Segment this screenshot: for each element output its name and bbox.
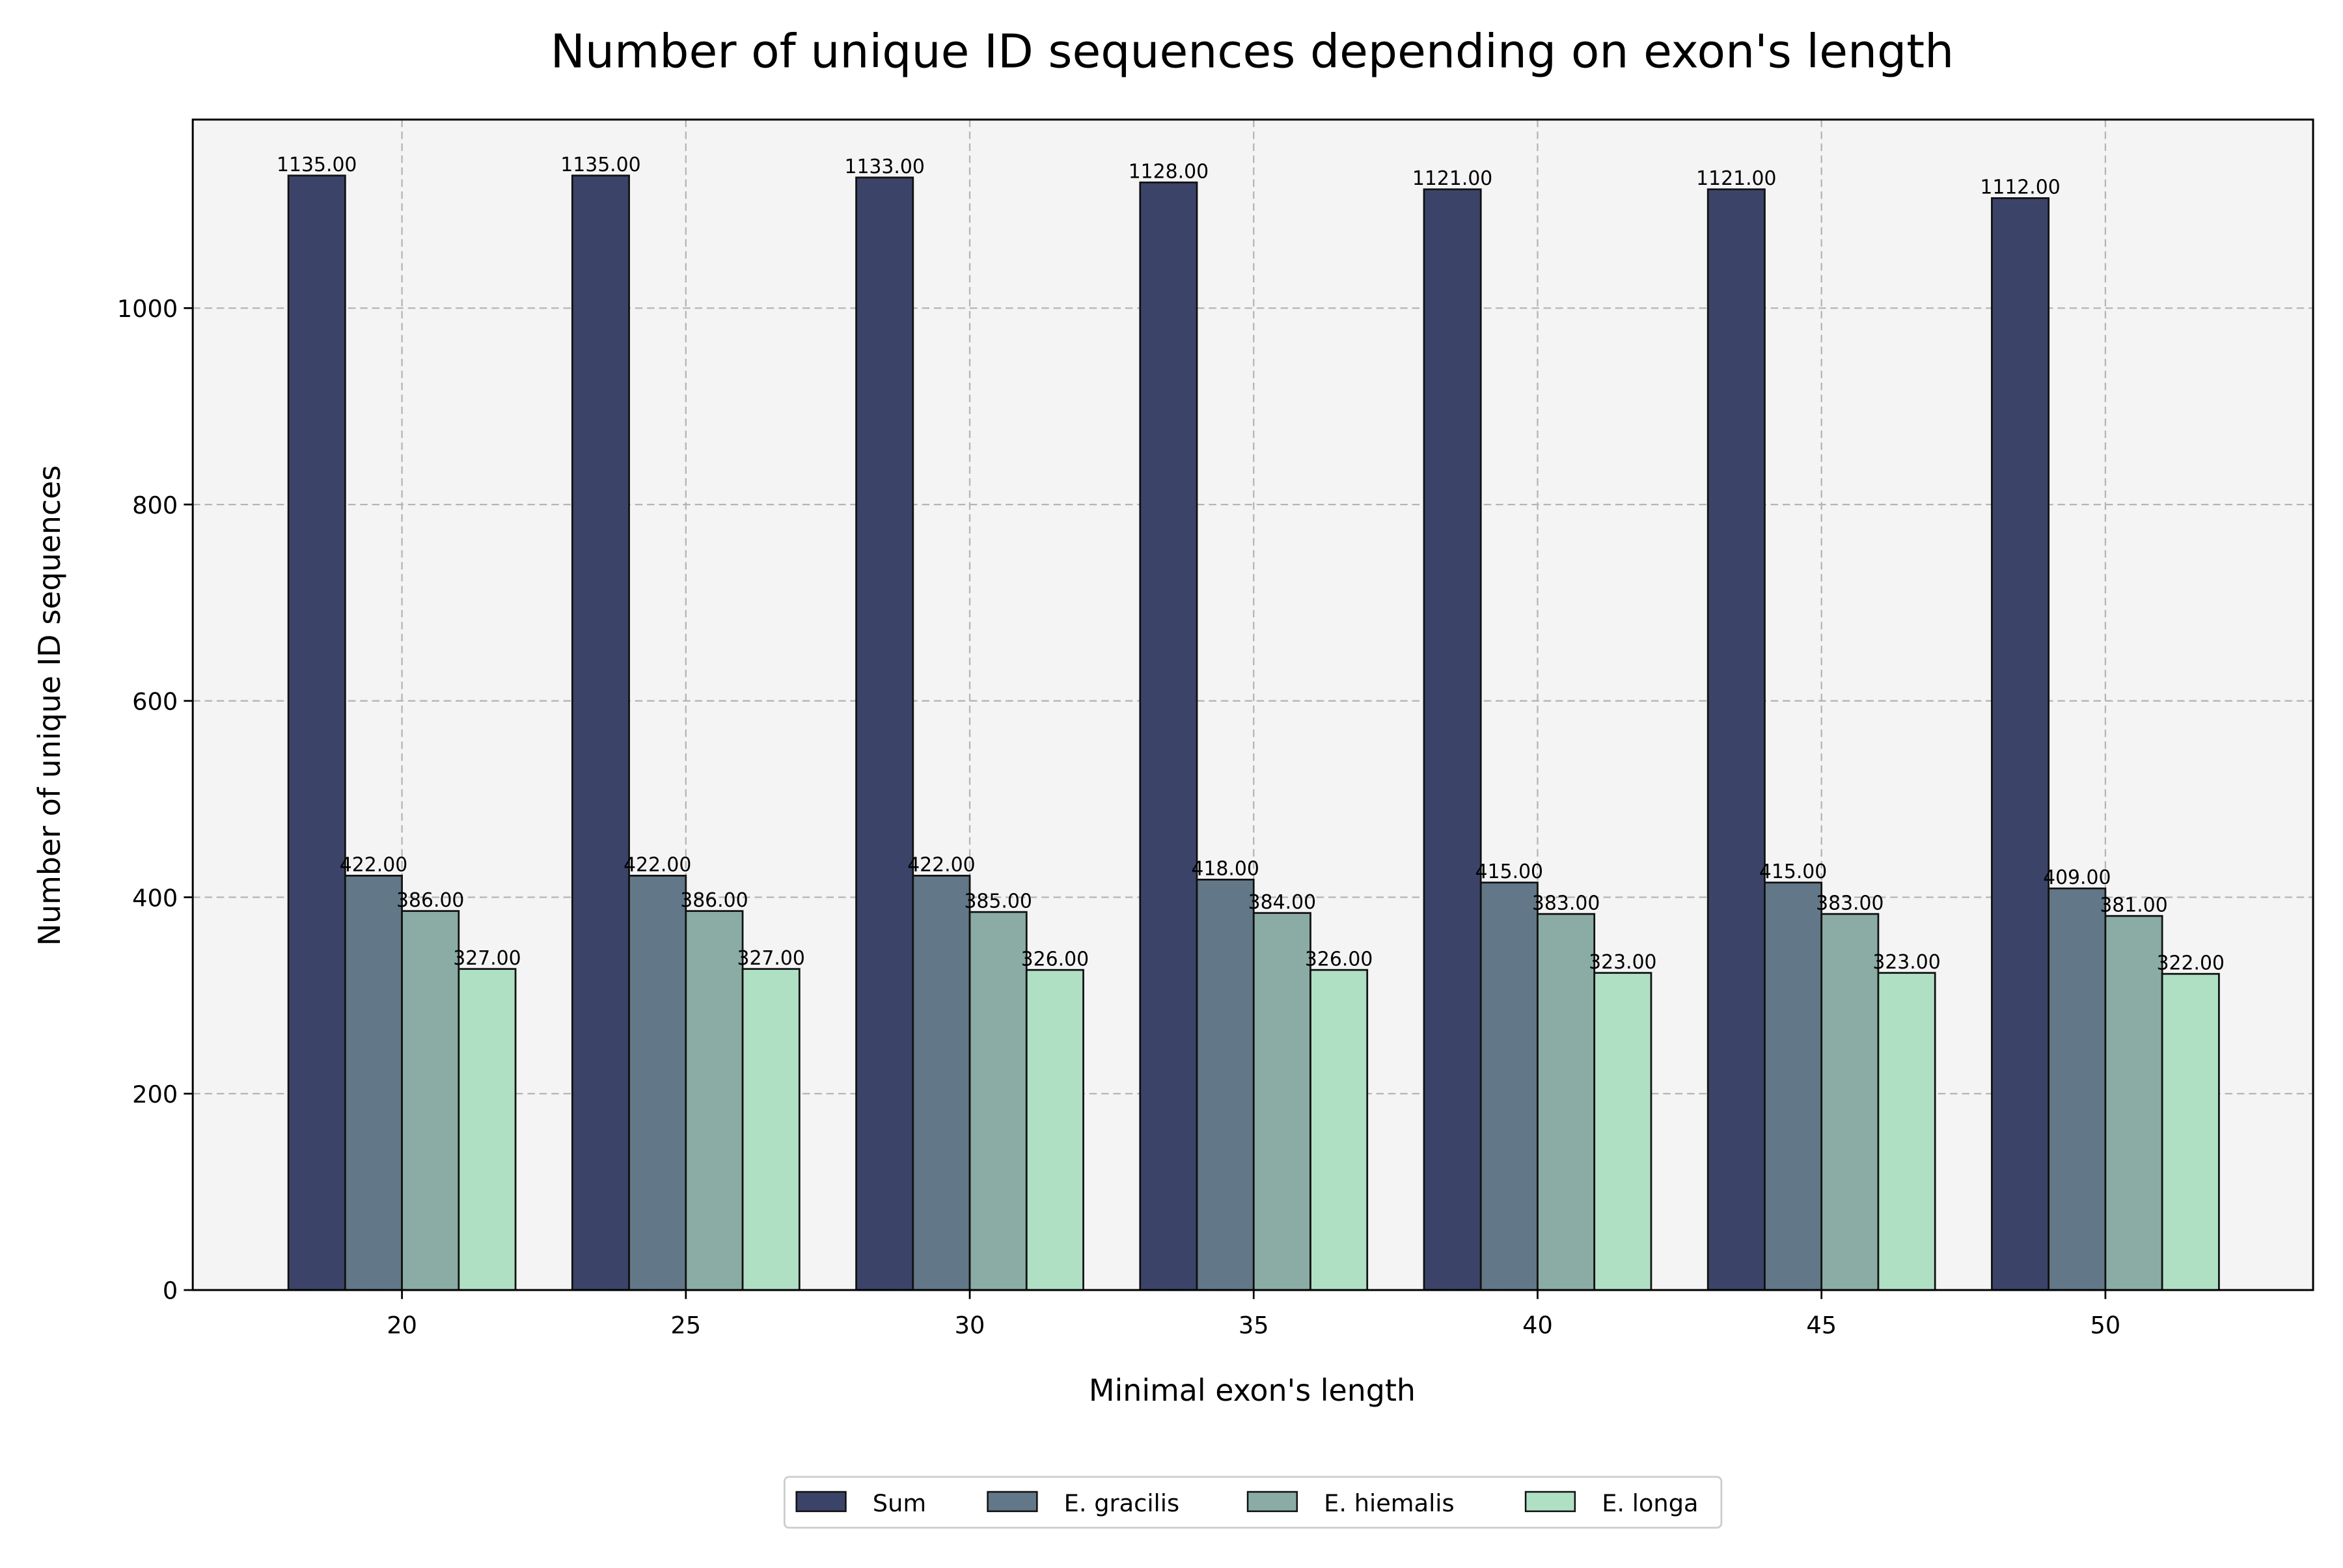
bar-value-label: 322.00 [2157,952,2225,974]
x-tick-label: 20 [387,1312,417,1340]
bar [1196,878,1255,1291]
bar [741,968,801,1291]
bar-value-label: 381.00 [2100,894,2167,916]
bar-value-label: 386.00 [396,889,464,912]
legend-label: E. gracilis [1064,1489,1179,1517]
bar [287,174,346,1291]
bar-value-label: 326.00 [1305,948,1373,970]
bar-value-label: 1121.00 [1412,167,1492,190]
x-axis-label: Minimal exon's length [1089,1373,1416,1408]
y-axis-ticks: 0 200 400 600 800 1000 [117,295,193,1305]
bar-value-label: 323.00 [1589,951,1656,974]
bar [855,176,914,1291]
bar [2048,887,2107,1291]
bar [1139,181,1198,1291]
bar-value-label: 384.00 [1248,891,1316,914]
bar [401,910,460,1291]
bar [2104,915,2163,1291]
x-tick-label: 25 [670,1312,701,1340]
bar-value-label: 1112.00 [1980,176,2060,199]
bar [628,874,687,1291]
bar [912,874,971,1291]
bar-value-label: 386.00 [680,889,748,912]
bar-value-label: 1128.00 [1129,160,1209,183]
legend-swatch [1246,1491,1298,1513]
bar-value-label: 422.00 [340,853,407,876]
bar [1764,881,1823,1291]
bar-value-label: 327.00 [737,947,804,970]
legend: Sum E. gracilis E. hiemalis E. longa [783,1476,1723,1529]
x-axis-ticks: 20 25 30 35 40 45 50 [387,1289,2121,1340]
legend-label: E. hiemalis [1324,1489,1454,1517]
bar [1877,972,1936,1291]
bar [458,968,517,1291]
data-labels: 1135.00 1135.00 1133.00 1128.00 1121.00 1121.… [277,154,2225,974]
bar-value-label: 385.00 [964,890,1032,913]
chart-title: Number of unique ID sequences depending … [551,24,1954,78]
bar [1252,912,1311,1291]
legend-label: Sum [873,1489,926,1517]
y-tick-label: 0 [163,1277,178,1305]
bar [1479,881,1539,1291]
legend-label: E. longa [1602,1489,1698,1517]
bar-value-label: 1135.00 [560,154,640,176]
bar [1593,972,1652,1291]
legend-swatch [1524,1491,1576,1513]
bar-value-label: 422.00 [623,853,691,876]
bar [571,174,630,1291]
bar-value-label: 415.00 [1759,860,1827,883]
x-tick-label: 35 [1239,1312,1269,1340]
legend-swatch [795,1491,847,1513]
y-tick-label: 800 [132,491,178,519]
y-tick-label: 400 [132,884,178,912]
y-axis-label: Number of unique ID sequences [32,465,67,946]
bars [287,174,2220,1291]
bar-value-label: 409.00 [2043,866,2111,889]
bar-value-label: 1121.00 [1696,167,1776,190]
bar-value-label: 326.00 [1021,948,1089,970]
bar [2161,972,2220,1291]
bar [685,910,744,1291]
x-tick-label: 50 [2090,1312,2121,1340]
bar [1423,188,1482,1291]
bar [1706,188,1766,1291]
bar-value-label: 1133.00 [844,156,924,178]
bar-value-label: 422.00 [907,853,975,876]
y-tick-label: 1000 [117,295,178,323]
bar-value-label: 323.00 [1872,951,1940,974]
bar-value-label: 327.00 [453,947,521,970]
bar-value-label: 418.00 [1191,857,1259,880]
x-tick-label: 45 [1806,1312,1837,1340]
bar-value-label: 383.00 [1816,892,1884,915]
x-tick-label: 40 [1522,1312,1553,1340]
bar [344,874,403,1291]
x-tick-label: 30 [955,1312,985,1340]
bar-value-label: 1135.00 [277,154,357,176]
bar [1820,913,1880,1291]
bar-value-label: 383.00 [1532,892,1600,915]
legend-swatch [987,1491,1038,1513]
bar [1025,969,1084,1291]
bar [1537,913,1596,1291]
bar [1991,197,2050,1291]
bar [968,911,1028,1291]
bar [1309,969,1369,1291]
y-tick-label: 200 [132,1080,178,1108]
y-tick-label: 600 [132,688,178,716]
bar-value-label: 415.00 [1475,860,1543,883]
